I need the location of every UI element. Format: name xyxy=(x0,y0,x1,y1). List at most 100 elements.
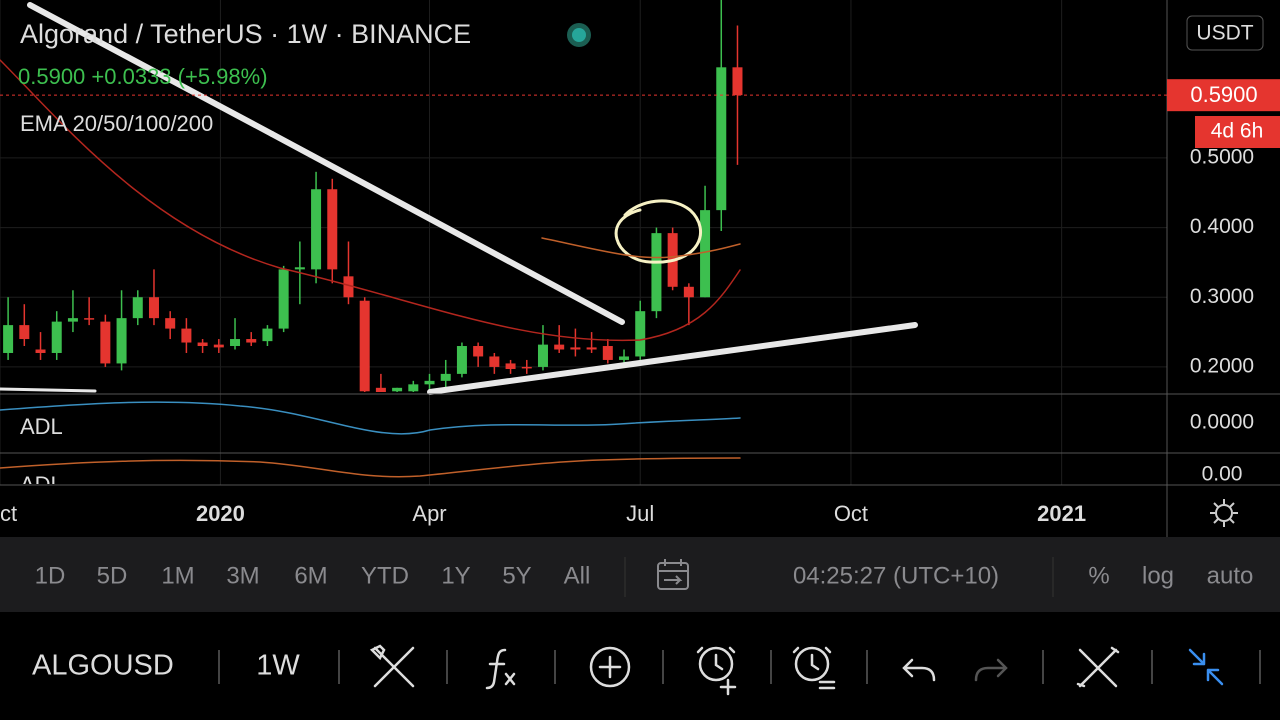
x-tick-label: Jul xyxy=(626,501,654,526)
range-button[interactable]: 1Y xyxy=(441,562,470,589)
quote: 0.5900 +0.0333 (+5.98%) xyxy=(18,64,268,89)
candle-body xyxy=(554,344,565,350)
countdown-box xyxy=(1195,116,1280,148)
range-button[interactable]: 6M xyxy=(294,562,327,589)
symbol-clip: ALGOUSD xyxy=(32,650,174,682)
candle-body xyxy=(456,346,467,374)
candle-body xyxy=(732,67,743,96)
tools-icon[interactable] xyxy=(1076,646,1120,688)
y-tick-label: 0.3000 xyxy=(1190,285,1254,308)
indicators-icon[interactable] xyxy=(485,648,516,690)
candle-body xyxy=(294,267,305,270)
status-dot-inner xyxy=(572,28,586,42)
candle-body xyxy=(440,373,451,381)
adl2-value: 0.00 xyxy=(1202,463,1243,486)
x-tick-label: Apr xyxy=(412,501,446,526)
x-tick-label: 2020 xyxy=(196,501,245,526)
range-button[interactable]: All xyxy=(564,562,591,589)
candle-body xyxy=(651,233,662,312)
range-button[interactable]: 5Y xyxy=(502,562,531,589)
candle-body xyxy=(84,318,95,320)
candle-body xyxy=(3,325,14,353)
drawing-tools-icon[interactable] xyxy=(369,644,415,688)
candle-body xyxy=(311,189,322,270)
toolbar-symbol[interactable]: ALGOUSD xyxy=(32,650,174,682)
undo-icon[interactable] xyxy=(902,658,936,682)
countdown: 4d 6h xyxy=(1211,120,1264,143)
candle-body xyxy=(19,325,30,340)
currency[interactable]: USDT xyxy=(1196,22,1253,45)
range-button[interactable]: 1D xyxy=(35,562,66,589)
candle-body xyxy=(132,297,143,319)
adl2-label: ADL xyxy=(20,472,63,497)
candle-body xyxy=(67,318,78,322)
range-button[interactable]: 3M xyxy=(226,562,259,589)
range-button[interactable]: 5D xyxy=(97,562,128,589)
candle-body xyxy=(700,210,711,298)
candle-body xyxy=(392,387,403,392)
candle-body xyxy=(100,321,111,364)
candle-body xyxy=(278,269,289,329)
candle-body xyxy=(343,276,354,298)
y-tick-label: 0.4000 xyxy=(1190,215,1254,238)
candle-body xyxy=(716,67,727,211)
candle-body xyxy=(165,318,176,329)
candle-body xyxy=(262,328,273,342)
currency-box[interactable] xyxy=(1186,15,1264,51)
candle-body xyxy=(35,349,46,353)
candle-body xyxy=(246,339,257,343)
candle-body xyxy=(408,384,419,392)
y-tick-label: 0.2000 xyxy=(1190,354,1254,377)
candle-body xyxy=(521,366,532,369)
last-price-box xyxy=(1167,79,1280,112)
candle-body xyxy=(537,344,548,367)
redo-icon[interactable] xyxy=(974,658,1008,682)
collapse-icon[interactable] xyxy=(1188,648,1224,686)
candle-body xyxy=(213,344,224,348)
range-button[interactable]: 1M xyxy=(161,562,194,589)
candle-body xyxy=(619,356,630,360)
candle-body xyxy=(116,318,127,364)
drawings xyxy=(0,2,918,478)
candle-body xyxy=(327,189,338,270)
candle-body xyxy=(683,286,694,298)
candle-body xyxy=(197,342,208,347)
scale-option[interactable]: % xyxy=(1088,562,1109,589)
candle-body xyxy=(181,328,192,343)
x-tick-label: 2021 xyxy=(1037,501,1086,526)
candle-body xyxy=(505,363,516,370)
scale-option[interactable]: log xyxy=(1142,562,1174,589)
adl-label: ADL xyxy=(20,414,63,439)
clock[interactable]: 04:25:27 (UTC+10) xyxy=(793,562,999,589)
candle-body xyxy=(148,297,159,319)
adl-value: 0.0000 xyxy=(1190,411,1254,434)
alert-add-icon[interactable] xyxy=(696,646,737,696)
candle-body xyxy=(473,346,484,357)
toolbar-interval[interactable]: 1W xyxy=(256,650,300,682)
candle-body xyxy=(586,347,597,350)
adl2-clip: ADL xyxy=(20,472,63,497)
candle-body xyxy=(51,321,62,353)
alerts-icon[interactable] xyxy=(792,646,836,690)
range-bar xyxy=(0,537,1280,612)
x-tick-label: Oct xyxy=(834,501,868,526)
x-tick-label: Oct xyxy=(0,501,17,526)
date-range-icon[interactable] xyxy=(657,559,689,590)
scale-option[interactable]: auto xyxy=(1207,562,1254,589)
last-price: 0.5900 xyxy=(1190,82,1257,107)
candle-body xyxy=(424,380,435,385)
settings-icon[interactable] xyxy=(1210,499,1238,527)
candle-body xyxy=(602,346,613,360)
range-button[interactable]: YTD xyxy=(361,562,409,589)
candle-body xyxy=(230,339,241,347)
candle-body xyxy=(635,311,646,357)
toolbar-separators xyxy=(218,650,1261,684)
indicator: EMA 20/50/100/200 xyxy=(20,111,213,136)
candle-body xyxy=(375,387,386,392)
y-tick-label: 0.5000 xyxy=(1190,145,1254,168)
add-icon[interactable] xyxy=(589,646,631,688)
candle-body xyxy=(489,356,500,367)
symbol-title: Algorand / TetherUS · 1W · BINANCE xyxy=(20,19,471,49)
